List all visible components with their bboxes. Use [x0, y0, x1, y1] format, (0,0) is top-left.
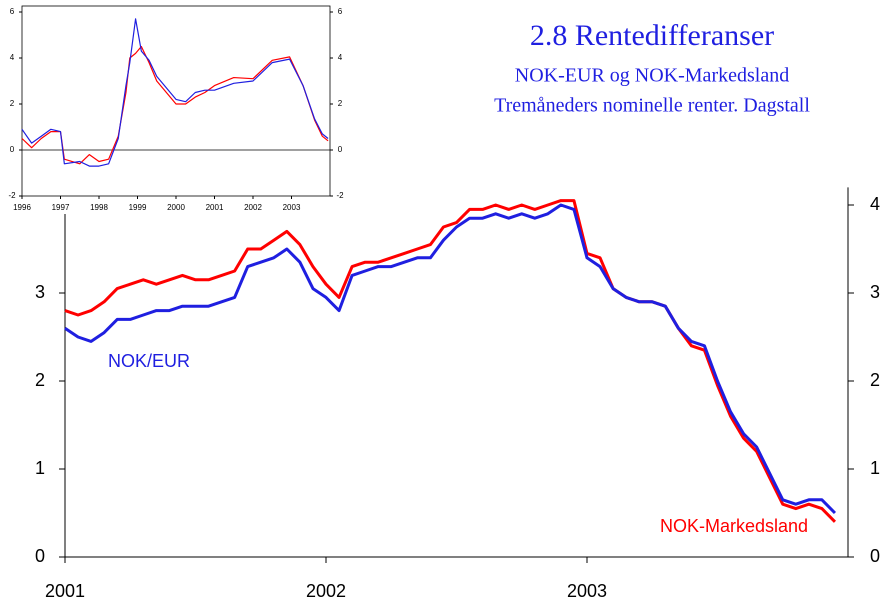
- x-tick-label: 1996: [13, 203, 31, 212]
- y2-tick-label: 3: [870, 282, 880, 302]
- y2-tick-label: 2: [338, 99, 343, 108]
- y-tick-label: 0: [10, 145, 15, 154]
- x-tick-label: 2003: [283, 203, 301, 212]
- series-line: [64, 203, 837, 515]
- series-label: NOK-Markedsland: [660, 516, 808, 536]
- y-tick-label: 3: [35, 282, 45, 302]
- y-tick-label: 6: [10, 7, 15, 16]
- y2-tick-label: -2: [336, 191, 344, 200]
- x-tick-label: 2001: [45, 581, 85, 601]
- series-line: [21, 18, 329, 167]
- y2-tick-label: 4: [870, 194, 880, 214]
- y2-tick-label: 4: [338, 53, 343, 62]
- x-tick-label: 2000: [167, 203, 185, 212]
- x-tick-label: 1998: [90, 203, 108, 212]
- y2-tick-label: 0: [338, 145, 343, 154]
- y-tick-label: -2: [8, 191, 16, 200]
- y-tick-label: 4: [10, 53, 15, 62]
- x-tick-label: 2002: [306, 581, 346, 601]
- y2-tick-label: 6: [338, 7, 343, 16]
- y-tick-label: 1: [35, 458, 45, 478]
- y-tick-label: 2: [10, 99, 15, 108]
- x-tick-label: 2001: [206, 203, 224, 212]
- series-line: [64, 199, 837, 523]
- series-label: NOK/EUR: [108, 351, 190, 371]
- y-tick-label: 0: [35, 546, 45, 566]
- x-tick-label: 2002: [244, 203, 262, 212]
- inset-background: [0, 0, 354, 214]
- y-tick-label: 2: [35, 370, 45, 390]
- chart-subtitle: NOK-EUR og NOK-Markedsland: [515, 65, 789, 87]
- x-tick-label: 1999: [129, 203, 147, 212]
- x-tick-label: 1997: [52, 203, 70, 212]
- chart-title: 2.8 Rentedifferanser: [530, 19, 774, 52]
- y2-tick-label: 0: [870, 546, 880, 566]
- chart-subtitle: Tremåneders nominelle renter. Dagstall: [494, 95, 810, 117]
- y2-tick-label: 1: [870, 458, 880, 478]
- y2-tick-label: 2: [870, 370, 880, 390]
- x-tick-label: 2003: [567, 581, 607, 601]
